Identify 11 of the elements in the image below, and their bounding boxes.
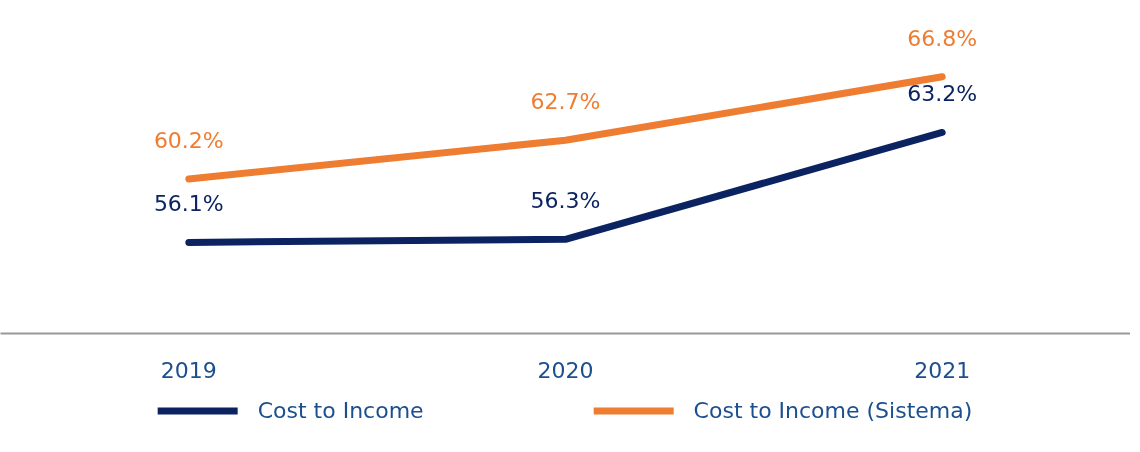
data-label: 62.7% xyxy=(530,89,601,115)
legend-label: Cost to Income (Sistema) xyxy=(693,397,973,423)
data-label: 63.2% xyxy=(907,81,978,107)
x-tick-label: 2020 xyxy=(537,357,594,383)
data-label: 60.2% xyxy=(153,127,224,153)
data-label: 56.1% xyxy=(153,191,224,217)
x-tick-label: 2021 xyxy=(914,357,971,383)
data-label: 66.8% xyxy=(907,25,978,51)
legend-label: Cost to Income xyxy=(257,397,424,423)
data-label: 56.3% xyxy=(530,188,601,214)
x-tick-label: 2019 xyxy=(160,357,217,383)
